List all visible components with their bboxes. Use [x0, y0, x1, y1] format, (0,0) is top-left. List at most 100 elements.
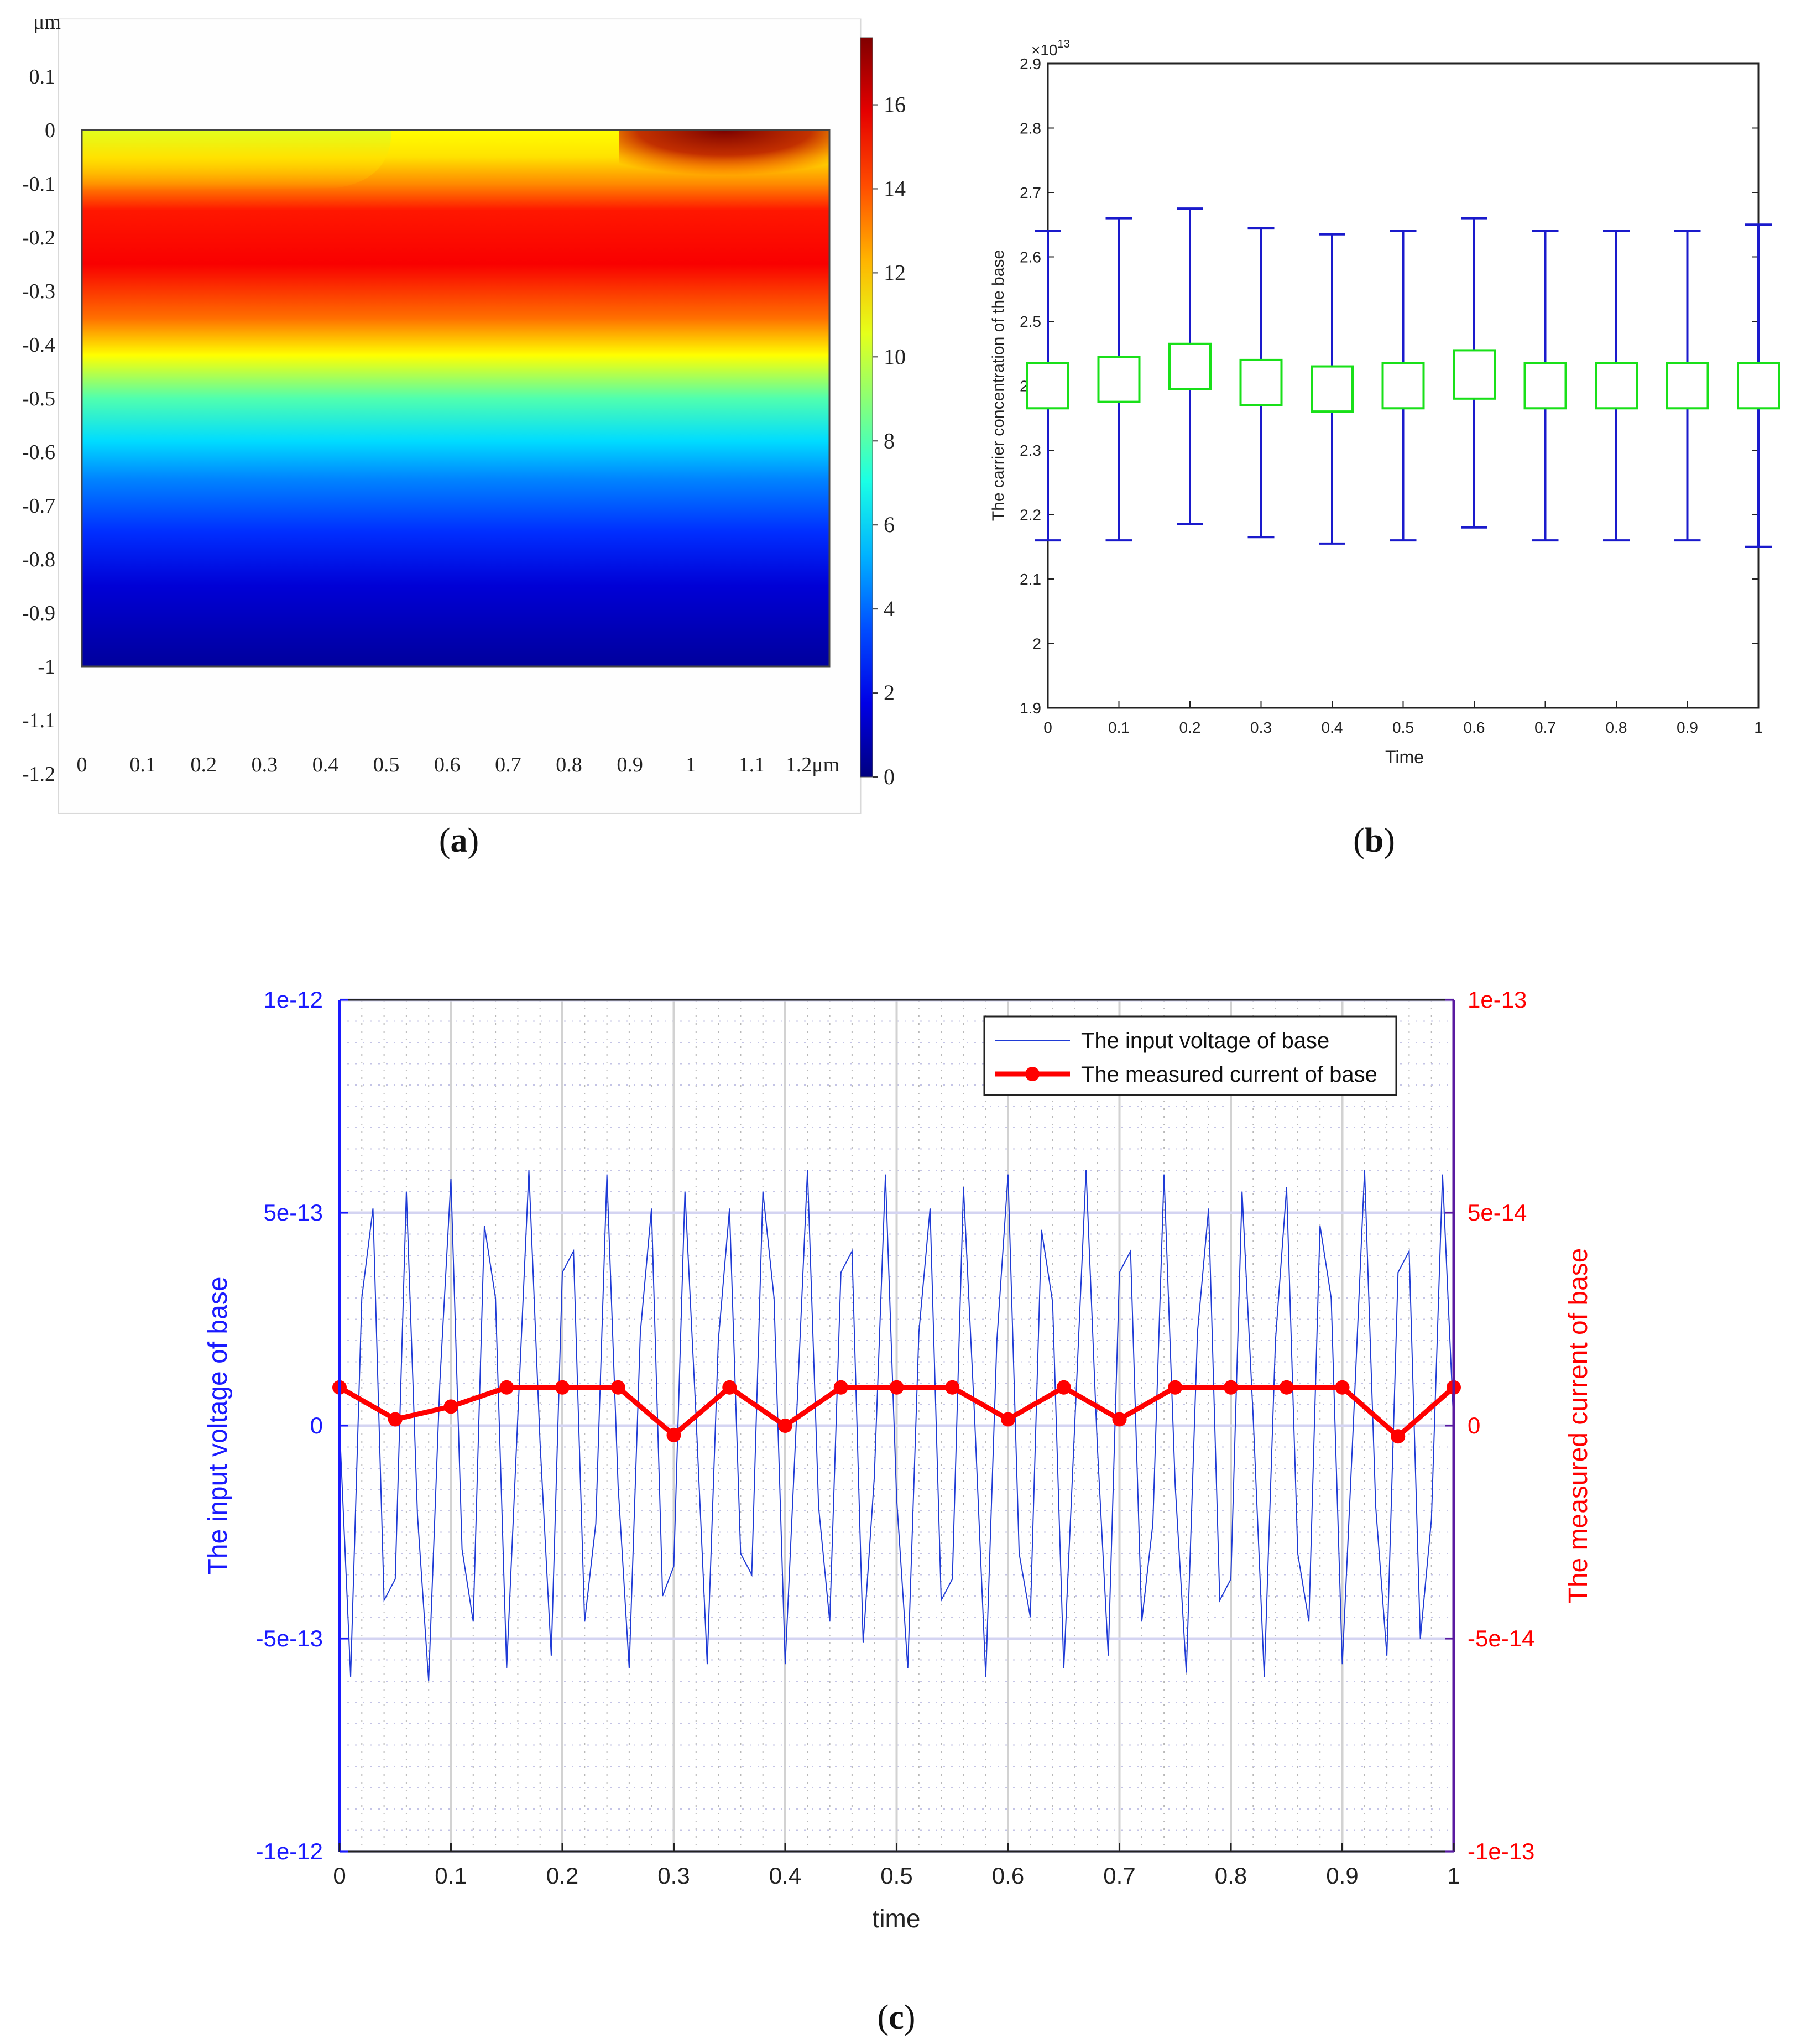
- heatmap-y-tick-label: -0.4: [22, 333, 55, 357]
- voltage-series-line: [339, 1170, 1454, 1682]
- line-right-y-tick-label: 5e-14: [1468, 1200, 1527, 1226]
- line-x-tick-label: 0: [333, 1863, 346, 1889]
- current-series-point: [1112, 1412, 1127, 1427]
- current-series-point: [443, 1399, 458, 1414]
- current-series-point: [1335, 1380, 1350, 1395]
- current-series-point: [945, 1380, 960, 1395]
- boxplot-box: [1097, 356, 1141, 403]
- panel-label-a: (a): [439, 822, 479, 859]
- heatmap-depth-field: [82, 130, 829, 666]
- heatmap-x-tick-label: 0.4: [312, 753, 339, 776]
- heatmap-y-tick-label: -0.9: [22, 602, 55, 625]
- panel-c-dual-axis-line: 0 0.1 0.2 0.3 0.4 0.5 0.6 0.7 0.8 0.9 1 1e-12 5e-13 0…: [203, 987, 1593, 1933]
- boxplot-x-tick-label: 0.6: [1464, 719, 1485, 736]
- legend-label-voltage: The input voltage of base: [1081, 1029, 1329, 1053]
- line-x-tick-label: 0.8: [1215, 1863, 1247, 1889]
- boxplot-x-tick-label: 0.2: [1179, 719, 1201, 736]
- heatmap-y-tick-label: -1.2: [22, 763, 55, 786]
- y-multiplier-base: ×10: [1031, 41, 1058, 59]
- boxplot-box: [1666, 362, 1709, 410]
- boxplot-y-label: The carrier concentration of the base: [989, 250, 1007, 521]
- boxplot-x-tick-label: 0.5: [1392, 719, 1414, 736]
- heatmap-y-tick-label: -0.7: [22, 494, 55, 518]
- heatmap-y-tick-label: 0.1: [29, 65, 56, 88]
- line-x-tick-label: 1: [1447, 1863, 1460, 1889]
- boxplot-box: [1737, 362, 1780, 410]
- line-right-y-label: The measured current of base: [1564, 1248, 1593, 1603]
- boxplot-x-tick-label: 0.1: [1108, 719, 1130, 736]
- heatmap-x-tick-label: 1: [686, 753, 696, 776]
- boxplot-x-tick-label: 0.9: [1677, 719, 1698, 736]
- current-series-point: [1168, 1380, 1183, 1395]
- boxplot-y-tick-label: 2.9: [1020, 55, 1041, 72]
- heatmap-surface-band: [82, 130, 391, 191]
- heatmap-y-tick-label: -0.6: [22, 441, 55, 464]
- boxplot-x-tick-label: 1: [1754, 719, 1763, 736]
- heatmap-y-tick-label: -1: [38, 655, 55, 679]
- boxplot-y-tick-label: 2.8: [1020, 120, 1041, 137]
- legend-label-current: The measured current of base: [1081, 1062, 1377, 1087]
- panel-label-c: (c): [878, 1999, 916, 2036]
- line-right-y-tick-label: 0: [1468, 1412, 1480, 1438]
- heatmap-x-tick-label: 0.1: [129, 753, 156, 776]
- heatmap-y-tick-label: -0.1: [22, 173, 55, 196]
- boxplot-y-tick-label: 2.1: [1020, 571, 1041, 588]
- boxplot-box: [1595, 362, 1638, 410]
- boxplot-box: [1239, 358, 1283, 406]
- current-series-point: [499, 1380, 514, 1395]
- boxplot-x-tick-label: 0.8: [1606, 719, 1627, 736]
- current-series-point: [778, 1419, 792, 1433]
- boxplot-x-label: Time: [1385, 747, 1424, 767]
- current-series-point: [610, 1380, 625, 1395]
- heatmap-y-tick-label: 0: [45, 119, 55, 142]
- current-series-point: [666, 1427, 681, 1442]
- line-x-tick-label: 0.6: [992, 1863, 1024, 1889]
- colorbar-tick-label: 4: [884, 596, 895, 621]
- boxplot-y-tick-label: 2.2: [1020, 507, 1041, 524]
- heatmap-x-tick-label: 0.3: [252, 753, 278, 776]
- colorbar-tick-label: 6: [884, 512, 895, 537]
- colorbar-tick-label: 2: [884, 680, 895, 705]
- heatmap-x-tick-label: 0.7: [495, 753, 521, 776]
- boxplot-box: [1523, 362, 1567, 410]
- line-axes-ticks: 0 0.1 0.2 0.3 0.4 0.5 0.6 0.7 0.8 0.9 1 1e-12 5e-13 0…: [256, 987, 1535, 1889]
- line-left-y-label: The input voltage of base: [203, 1276, 233, 1574]
- heatmap-x-tick-label: 0: [77, 753, 87, 776]
- line-series: [332, 1170, 1461, 1682]
- panel-letter-a: a: [451, 822, 468, 859]
- current-series-point: [388, 1412, 403, 1427]
- current-series-point: [1279, 1380, 1294, 1395]
- heatmap-colorbar: 0 2 4 6 8 10 12 14 16: [860, 37, 906, 789]
- line-right-y-tick-label: 1e-13: [1468, 987, 1527, 1013]
- current-series-point: [833, 1380, 848, 1395]
- heatmap-x-tick-label: 0.6: [434, 753, 461, 776]
- current-series-point: [1001, 1412, 1015, 1427]
- heatmap-y-axis: 0.1 0 -0.1 -0.2 -0.3 -0.4 -0.5 -0.6 -0.7 -0.8 -0.9…: [22, 65, 55, 786]
- line-x-tick-label: 0.1: [435, 1863, 467, 1889]
- line-legend: The input voltage of base The measured c…: [983, 1015, 1397, 1096]
- panel-a-heatmap: 0.1 0 -0.1 -0.2 -0.3 -0.4 -0.5 -0.6 -0.7 -0.8 -0.9…: [22, 11, 906, 814]
- heatmap-y-unit: μm: [33, 11, 61, 34]
- panel-label-b: (b): [1353, 822, 1395, 859]
- heatmap-y-tick-label: -1.1: [22, 709, 55, 732]
- line-left-y-tick-label: 5e-13: [264, 1200, 323, 1226]
- colorbar-tick-label: 12: [884, 260, 906, 285]
- line-left-y-tick-label: 1e-12: [264, 987, 323, 1013]
- heatmap-x-tick-label: 0.8: [556, 753, 582, 776]
- boxplot-x-tick-label: 0.4: [1322, 719, 1343, 736]
- line-right-y-tick-label: -1e-13: [1468, 1838, 1534, 1864]
- panel-letter-c: c: [889, 1999, 904, 2036]
- colorbar-tick-label: 8: [884, 428, 895, 453]
- current-series-point: [1056, 1380, 1071, 1395]
- current-series-point: [1224, 1380, 1238, 1395]
- y-multiplier-exponent: 13: [1058, 38, 1070, 50]
- line-x-tick-label: 0.4: [769, 1863, 801, 1889]
- colorbar-scale: [860, 37, 873, 778]
- line-x-tick-label: 0.9: [1326, 1863, 1358, 1889]
- legend-marker-current: [1025, 1067, 1040, 1081]
- boxplot-y-tick-label: 2.7: [1020, 184, 1041, 201]
- colorbar-tick-label: 16: [884, 92, 906, 117]
- heatmap-x-axis: 0 0.1 0.2 0.3 0.4 0.5 0.6 0.7 0.8 0.9 1 1.1 1.2μm: [77, 753, 840, 776]
- boxplot-x-tick-label: 0: [1043, 719, 1052, 736]
